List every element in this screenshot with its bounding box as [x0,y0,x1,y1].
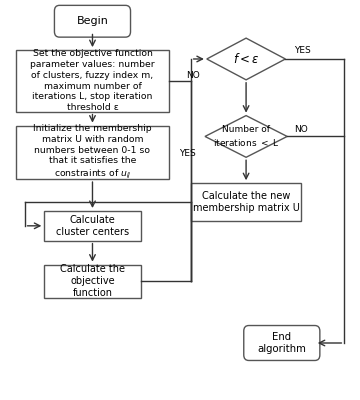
Text: $f<\varepsilon$: $f<\varepsilon$ [233,52,259,66]
FancyBboxPatch shape [54,5,131,37]
Text: Initialize the membership
matrix U with random
numbers between 0-1 so
that it sa: Initialize the membership matrix U with … [33,124,152,180]
Bar [16,50,169,112]
FancyBboxPatch shape [244,326,320,360]
Text: Number of
iterations $<$ L: Number of iterations $<$ L [213,125,279,148]
Text: Calculate the new
membership matrix U: Calculate the new membership matrix U [193,191,300,213]
Text: YES: YES [179,149,195,158]
Text: End
algorithm: End algorithm [257,332,306,354]
Bar [16,126,169,179]
Text: Begin: Begin [77,16,108,26]
Polygon shape [207,38,285,80]
Text: Calculate
cluster centers: Calculate cluster centers [56,215,129,237]
Bar [191,183,301,221]
Text: NO: NO [186,71,199,80]
Bar [44,211,141,241]
Text: Set the objective function
parameter values: number
of clusters, fuzzy index m,
: Set the objective function parameter val… [30,50,155,112]
Text: Calculate the
objective
function: Calculate the objective function [60,264,125,298]
Bar [44,264,141,298]
Polygon shape [205,116,287,157]
Text: YES: YES [294,46,311,55]
Text: NO: NO [294,125,308,134]
